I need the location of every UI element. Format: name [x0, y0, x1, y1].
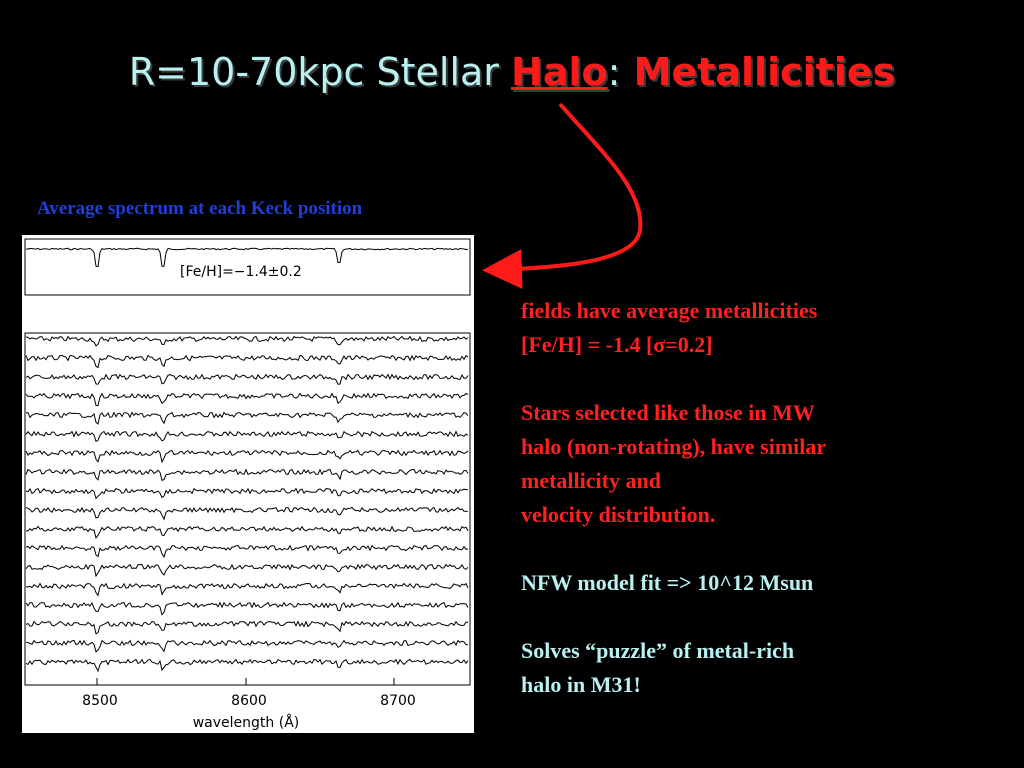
- field-spectrum-trace: [25, 373, 469, 385]
- note-line: fields have average metallicities: [521, 298, 818, 323]
- notes-block: fields have average metallicities [Fe/H]…: [521, 294, 1001, 736]
- title-part2: Metallicities: [620, 50, 896, 94]
- field-spectrum-trace: [26, 411, 469, 425]
- note-line: velocity distribution.: [521, 502, 716, 527]
- field-spectrum-trace: [25, 544, 469, 559]
- spectrum-plot: [Fe/H]=−1.4±0.2 8500 8600 8700 wavelengt…: [24, 238, 471, 731]
- note-line: NFW model fit => 10^12 Msun: [521, 570, 814, 595]
- note-line: metallicity and: [521, 468, 661, 493]
- spectrum-figure: [Fe/H]=−1.4±0.2 8500 8600 8700 wavelengt…: [22, 235, 474, 733]
- stack-panel-frame: [24, 332, 471, 686]
- title-part1: R=10-70kpc Stellar: [128, 50, 512, 94]
- field-spectrum-trace: [25, 430, 469, 442]
- field-spectrum-trace: [25, 487, 469, 500]
- field-spectrum-trace: [25, 658, 469, 673]
- xtick-label: 8500: [82, 693, 118, 709]
- field-spectrum-trace: [25, 601, 469, 616]
- field-spectrum-trace: [25, 449, 469, 464]
- field-spectrum-trace: [25, 506, 469, 521]
- field-spectrum-trace: [25, 620, 469, 635]
- mean-spectrum: [25, 247, 469, 268]
- spectra-stack: [25, 335, 469, 685]
- note-puzzle: Solves “puzzle” of metal-rich halo in M3…: [521, 634, 1001, 702]
- title-halo: Halo: [511, 50, 608, 94]
- note-line: Stars selected like those in MW: [521, 400, 815, 425]
- figure-caption: Average spectrum at each Keck position: [37, 198, 363, 219]
- note-metallicity: fields have average metallicities [Fe/H]…: [521, 294, 1001, 362]
- note-selection: Stars selected like those in MW halo (no…: [521, 396, 1001, 532]
- xtick-label: 8700: [380, 693, 416, 709]
- slide-title: R=10-70kpc Stellar Halo: Metallicities: [0, 50, 1024, 94]
- arrow-path: [482, 102, 643, 290]
- field-spectrum-trace: [25, 468, 469, 481]
- note-line: halo (non-rotating), have similar: [521, 434, 827, 459]
- title-colon: :: [607, 50, 621, 94]
- field-spectrum-trace: [25, 563, 469, 578]
- note-line: halo in M31!: [521, 672, 641, 697]
- field-spectrum-trace: [25, 354, 469, 369]
- field-spectrum-trace: [25, 639, 468, 653]
- note-nfw: NFW model fit => 10^12 Msun: [521, 566, 1001, 600]
- mean-spectrum-trace: [25, 247, 469, 268]
- field-spectrum-trace: [25, 582, 469, 597]
- field-spectrum-trace: [25, 392, 469, 407]
- top-panel-frame: [24, 238, 471, 296]
- note-line: [Fe/H] = -1.4 [σ=0.2]: [521, 332, 713, 357]
- feh-label: [Fe/H]=−1.4±0.2: [180, 264, 302, 280]
- x-axis-label: wavelength (Å): [193, 714, 300, 731]
- field-spectrum-trace: [25, 525, 469, 540]
- note-line: Solves “puzzle” of metal-rich: [521, 638, 795, 663]
- field-spectrum-trace: [25, 335, 469, 347]
- xtick-label: 8600: [231, 693, 267, 709]
